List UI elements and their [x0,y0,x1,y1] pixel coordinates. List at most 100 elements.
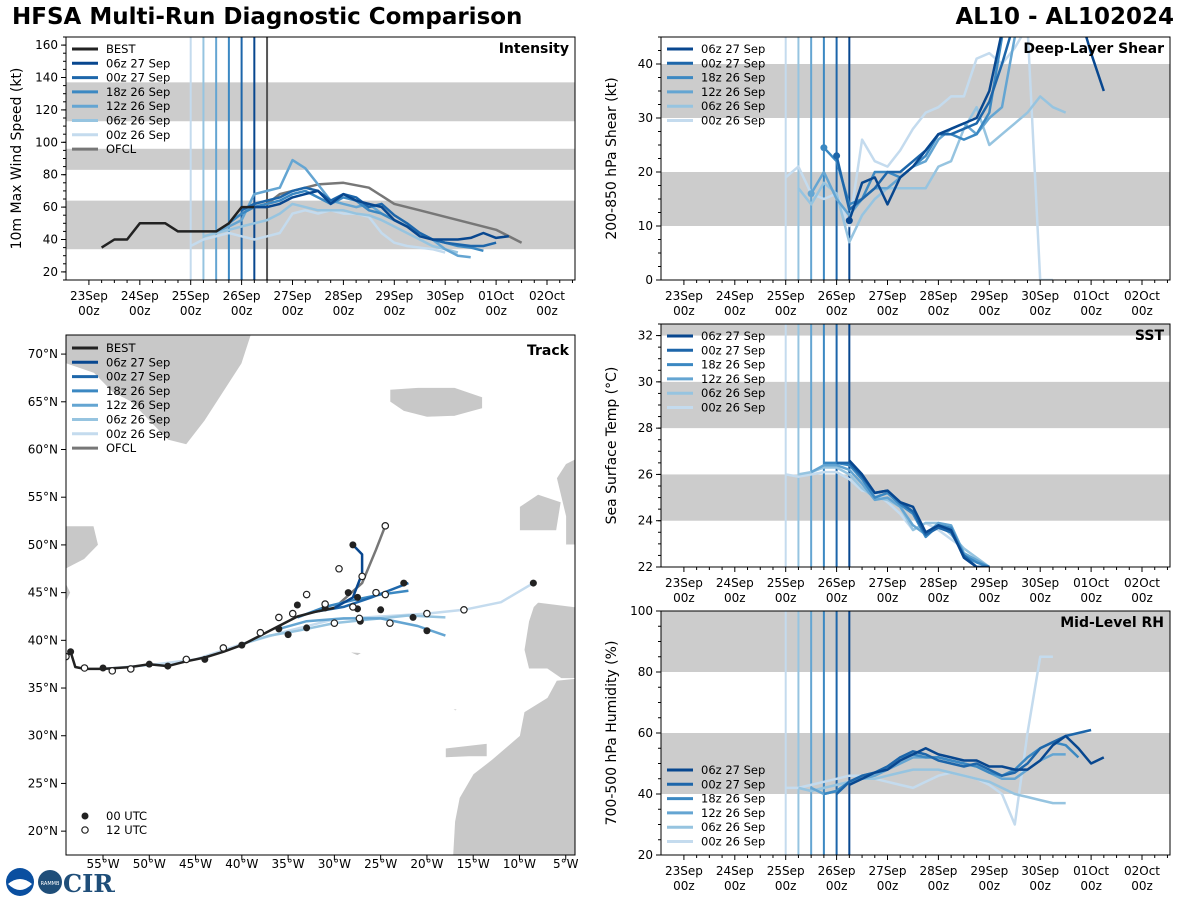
track-legend-00utc-marker [81,812,89,820]
shear-series-line [784,37,1053,280]
rh-xtick-hour: 00z [1080,879,1102,893]
shear-xtick-hour: 00z [673,304,695,318]
intensity-plot-area [66,37,575,280]
track-frame [65,334,576,856]
rh-series-line [798,768,1066,805]
track-title: Track [527,343,570,359]
intensity-legend-label: 12z 26 Sep [106,99,170,113]
intensity-series-line [253,181,523,244]
track-ytick-label: 70°N [28,347,58,361]
canary-islands-land [444,742,488,759]
track-00utc-marker [529,579,537,587]
rh-xtick-hour: 00z [928,879,950,893]
rh-xtick-date: 25Sep [767,864,805,878]
track-00utc-marker [293,601,301,609]
track-12utc-marker [358,572,366,581]
rh-xtick-hour: 00z [1131,879,1153,893]
shear-init-point [845,217,853,225]
rh-xtick-hour: 00z [775,879,797,893]
shear-legend-label: 06z 26 Sep [701,99,765,113]
track-00utc-marker [344,589,352,597]
rh-series-line [848,734,1105,787]
rh-xtick-hour: 00z [1029,879,1051,893]
track-00utc-marker [164,662,172,670]
sst-xtick-date: 29Sep [970,576,1008,590]
intensity-series-line [203,202,459,254]
rh-ytick-label: 60 [638,726,653,740]
shear-xtick-hour: 00z [928,304,950,318]
shear-ylabel: 200-850 hPa Shear (kt) [604,77,620,239]
track-12utc-marker [335,564,343,573]
sst-legend-label: 18z 26 Sep [701,358,765,372]
intensity-xtick-date: 23Sep [70,289,108,303]
intensity-legend-label: 18z 26 Sep [106,85,170,99]
intensity-legend-label: 00z 27 Sep [106,71,170,85]
rh-xtick-date: 23Sep [665,864,703,878]
rh-title: Mid-Level RH [1060,615,1164,631]
intensity-series-line [100,205,255,249]
intensity-xtick-hour: 00z [333,304,355,318]
sst-ytick-label: 32 [638,329,653,343]
sst-xtick-date: 24Sep [716,576,754,590]
track-12utc-marker [219,644,228,652]
rh-ytick-label: 20 [638,848,653,862]
track-12utc-marker [288,609,297,618]
newfoundland-land [66,525,99,570]
sst-legend-label: 12z 26 Sep [701,372,765,386]
rh-xtick-date: 24Sep [716,864,754,878]
track-ytick-label: 35°N [28,681,58,695]
intensity-xtick-hour: 00z [129,304,151,318]
intensity-legend-label: 06z 26 Sep [106,114,170,128]
sst-plot-area [661,324,1170,567]
track-xtick-label: 50°W [133,857,166,871]
rh-ytick-label: 80 [638,665,653,679]
intensity-series-line [241,186,497,248]
track-legend-12utc-label: 12 UTC [106,823,147,837]
sst-xtick-date: 25Sep [767,576,805,590]
track-legend-label: OFCL [106,441,137,455]
shear-xtick-hour: 00z [724,304,746,318]
intensity-threshold-band [66,200,575,250]
sst-series-line [848,459,990,567]
sst-threshold-band [661,324,1170,336]
track-00utc-marker [67,648,75,656]
rh-xtick-date: 29Sep [970,864,1008,878]
iberia-land [523,601,575,679]
intensity-ytick-label: 40 [43,233,58,247]
rh-ytick-label: 100 [630,604,653,618]
rh-xtick-date: 02Oct [1124,864,1160,878]
track-12utc-marker [108,667,117,675]
shear-xtick-date: 23Sep [665,289,703,303]
sst-threshold-band [661,381,1170,429]
track-12utc-marker [182,655,191,664]
track-ytick-label: 30°N [28,729,58,743]
track-12utc-marker [381,522,390,530]
shear-init-point [820,144,828,152]
rh-plot-area [661,611,1170,855]
sst-ylabel: Sea Surface Temp (°C) [604,367,620,525]
shear-threshold-band [661,172,1170,226]
intensity-ytick-label: 80 [43,168,58,182]
track-xtick-label: 15°W [457,857,490,871]
track-00utc-marker [303,624,311,632]
intensity-ytick-label: 140 [35,71,58,85]
intensity-legend-label: OFCL [106,142,137,156]
rh-legend-label: 06z 27 Sep [701,763,765,777]
track-00utc-marker [349,541,357,549]
shear-ytick-label: 20 [638,165,653,179]
shear-xtick-date: 26Sep [818,289,856,303]
sst-xtick-date: 01Oct [1073,576,1109,590]
sst-panel: 22242628303223Sep00z24Sep00z25Sep00z26Se… [604,323,1171,605]
track-map-area [66,335,575,855]
track-12utc-marker [355,614,364,623]
track-ytick-label: 65°N [28,395,58,409]
shear-xtick-date: 01Oct [1073,289,1109,303]
rh-ylabel: 700-500 hPa Humidity (%) [604,641,620,826]
track-series-line [296,589,409,619]
shear-legend-label: 18z 26 Sep [701,71,765,85]
greenland-land [66,335,252,446]
track-xtick-label: 30°W [318,857,351,871]
track-ytick-label: 25°N [28,776,58,790]
track-xtick-label: 40°W [225,857,258,871]
sst-xtick-hour: 00z [826,591,848,605]
